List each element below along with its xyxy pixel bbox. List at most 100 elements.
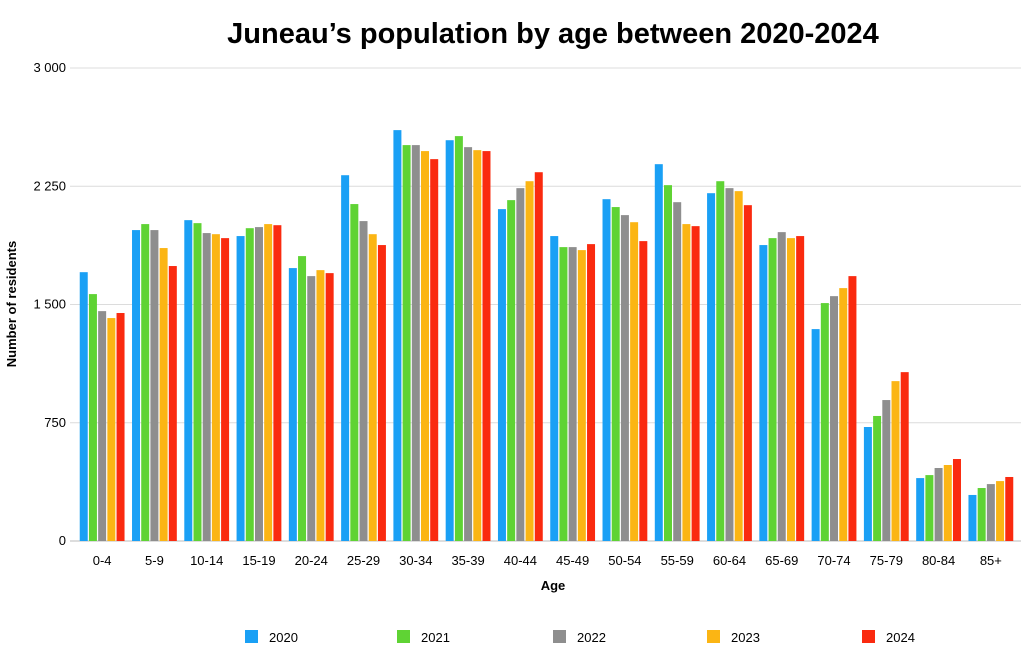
x-tick-label: 25-29 [347,553,380,568]
bar-2021-0-4 [88,294,97,541]
bar-2023-50-54 [630,222,639,541]
bar-2023-85+ [996,481,1005,541]
bar-2024-25-29 [377,245,386,541]
bar-2023-25-29 [368,234,377,541]
x-tick-label: 10-14 [190,553,223,568]
legend-swatch-2024 [862,630,875,643]
bar-2020-50-54 [602,199,611,542]
bar-2024-50-54 [639,241,648,542]
bar-2024-20-24 [325,273,334,541]
bar-2023-20-24 [316,270,325,541]
y-tick-label: 0 [59,533,66,548]
legend-label: 2022 [577,630,606,645]
bar-2021-80-84 [925,475,934,541]
bar-2020-75-79 [863,427,872,541]
y-tick-label: 3 000 [33,60,66,75]
bar-2023-60-64 [734,191,743,541]
bar-2020-35-39 [445,140,454,541]
bar-2024-15-19 [273,225,282,541]
legend-swatch-2022 [553,630,566,643]
bar-2023-80-84 [943,465,952,541]
bar-2024-5-9 [168,266,177,541]
bar-2021-10-14 [193,223,202,542]
bar-2022-75-79 [882,400,891,541]
bar-2024-75-79 [900,372,909,541]
bar-2020-25-29 [341,175,350,542]
y-tick-label: 2 250 [33,178,66,193]
bar-2020-85+ [968,494,977,541]
x-tick-label: 55-59 [661,553,694,568]
bar-2020-10-14 [184,220,193,542]
bar-2024-65-69 [796,236,805,541]
bar-2021-85+ [977,488,986,541]
bar-2022-25-29 [359,221,368,541]
bar-2024-0-4 [116,313,125,541]
bar-2023-5-9 [159,248,168,541]
bar-2023-70-74 [839,288,848,541]
legend: 2020 2021 2022 2023 2024 [245,630,915,645]
bar-2021-25-29 [350,204,359,541]
x-tick-label: 40-44 [504,553,537,568]
bar-2023-0-4 [107,318,116,541]
bar-2022-70-74 [830,296,839,541]
legend-swatch-2021 [397,630,410,643]
bar-2021-55-59 [663,185,672,541]
legend-swatch-2023 [707,630,720,643]
bar-2024-55-59 [691,226,700,542]
bar-2021-15-19 [245,228,254,541]
bar-2024-70-74 [848,276,857,541]
bar-2023-40-44 [525,181,534,542]
bar-2022-45-49 [568,247,577,542]
bar-2021-40-44 [507,200,516,541]
bar-2021-35-39 [454,136,463,541]
bar-2023-65-69 [786,238,795,542]
bar-2022-35-39 [464,147,473,541]
x-tick-label: 80-84 [922,553,955,568]
x-tick-label: 0-4 [93,553,112,568]
bar-2021-50-54 [611,207,620,541]
x-tick-label: 45-49 [556,553,589,568]
bar-2023-30-34 [421,151,430,541]
bar-2022-15-19 [254,227,263,541]
bar-2020-30-34 [393,130,402,541]
bar-2021-70-74 [820,303,829,541]
bar-2022-80-84 [934,468,943,541]
bar-2020-5-9 [132,230,141,541]
bar-2020-20-24 [288,268,297,541]
x-tick-label: 50-54 [608,553,641,568]
bar-2024-40-44 [534,172,543,542]
x-tick-label: 35-39 [451,553,484,568]
bar-2023-35-39 [473,150,482,541]
x-tick-label: 70-74 [817,553,850,568]
bar-2022-60-64 [725,188,734,541]
bar-2022-40-44 [516,188,525,541]
bar-2023-75-79 [891,381,900,541]
bar-2021-60-64 [716,181,725,542]
bar-2020-55-59 [654,164,663,541]
bar-2020-45-49 [550,236,559,541]
y-tick-label: 1 500 [33,297,66,312]
bar-2024-45-49 [587,244,596,542]
y-axis-label: Number of residents [4,241,19,367]
x-tick-label: 65-69 [765,553,798,568]
x-tick-label: 30-34 [399,553,432,568]
bar-2022-20-24 [307,276,316,541]
bar-2021-45-49 [559,247,568,542]
bar-2021-20-24 [298,256,307,541]
bar-2022-10-14 [202,233,211,541]
x-tick-label: 15-19 [242,553,275,568]
x-axis-label: Age [541,578,566,593]
bar-2020-80-84 [916,478,925,541]
x-tick-label: 85+ [980,553,1002,568]
legend-label: 2024 [886,630,915,645]
legend-label: 2021 [421,630,450,645]
bar-2021-5-9 [141,224,150,541]
bar-2021-65-69 [768,238,777,542]
x-tick-label: 60-64 [713,553,746,568]
bar-2024-85+ [1005,476,1014,541]
x-tick-label: 5-9 [145,553,164,568]
bar-2020-70-74 [811,329,820,541]
bar-2022-30-34 [411,145,420,541]
bar-2022-65-69 [777,232,786,542]
bar-2023-10-14 [211,234,220,541]
